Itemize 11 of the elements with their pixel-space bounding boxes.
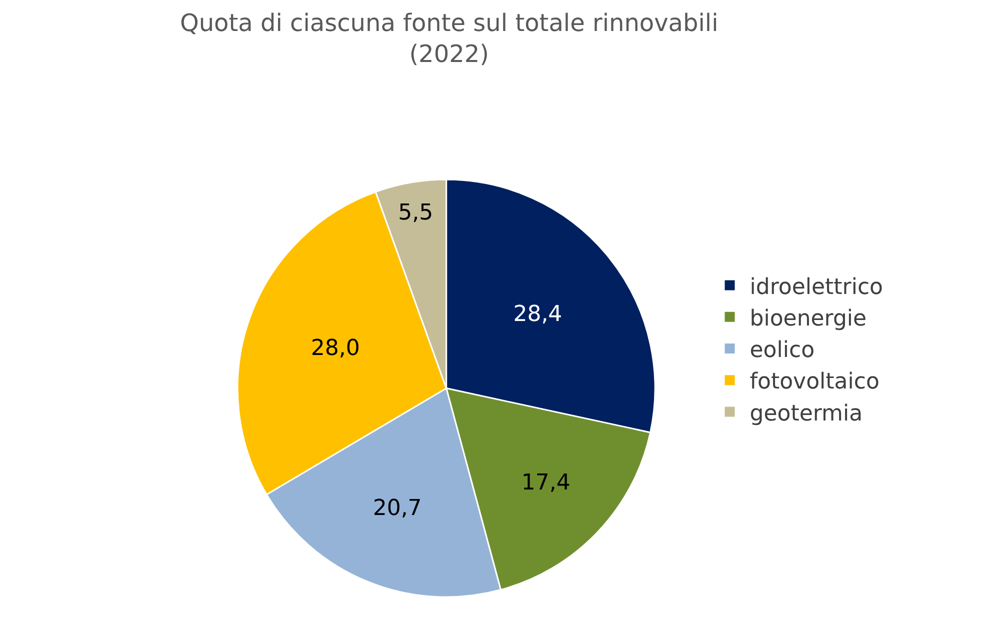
- data-label: 20,7: [372, 496, 422, 522]
- legend-label: eolico: [750, 338, 815, 364]
- data-label: 5,5: [398, 200, 434, 226]
- legend-label: geotermia: [750, 401, 863, 426]
- legend-label: fotovoltaico: [750, 370, 880, 395]
- data-label: 28,0: [310, 336, 360, 361]
- legend-label: idroelettrico: [750, 274, 884, 300]
- data-label: 28,4: [513, 302, 562, 328]
- chart-title: Quota di ciascuna fonte sul totale rinnovabili (2022): [180, 8, 718, 68]
- legend-label: bioenergie: [750, 306, 867, 332]
- data-label: 17,4: [521, 470, 570, 496]
